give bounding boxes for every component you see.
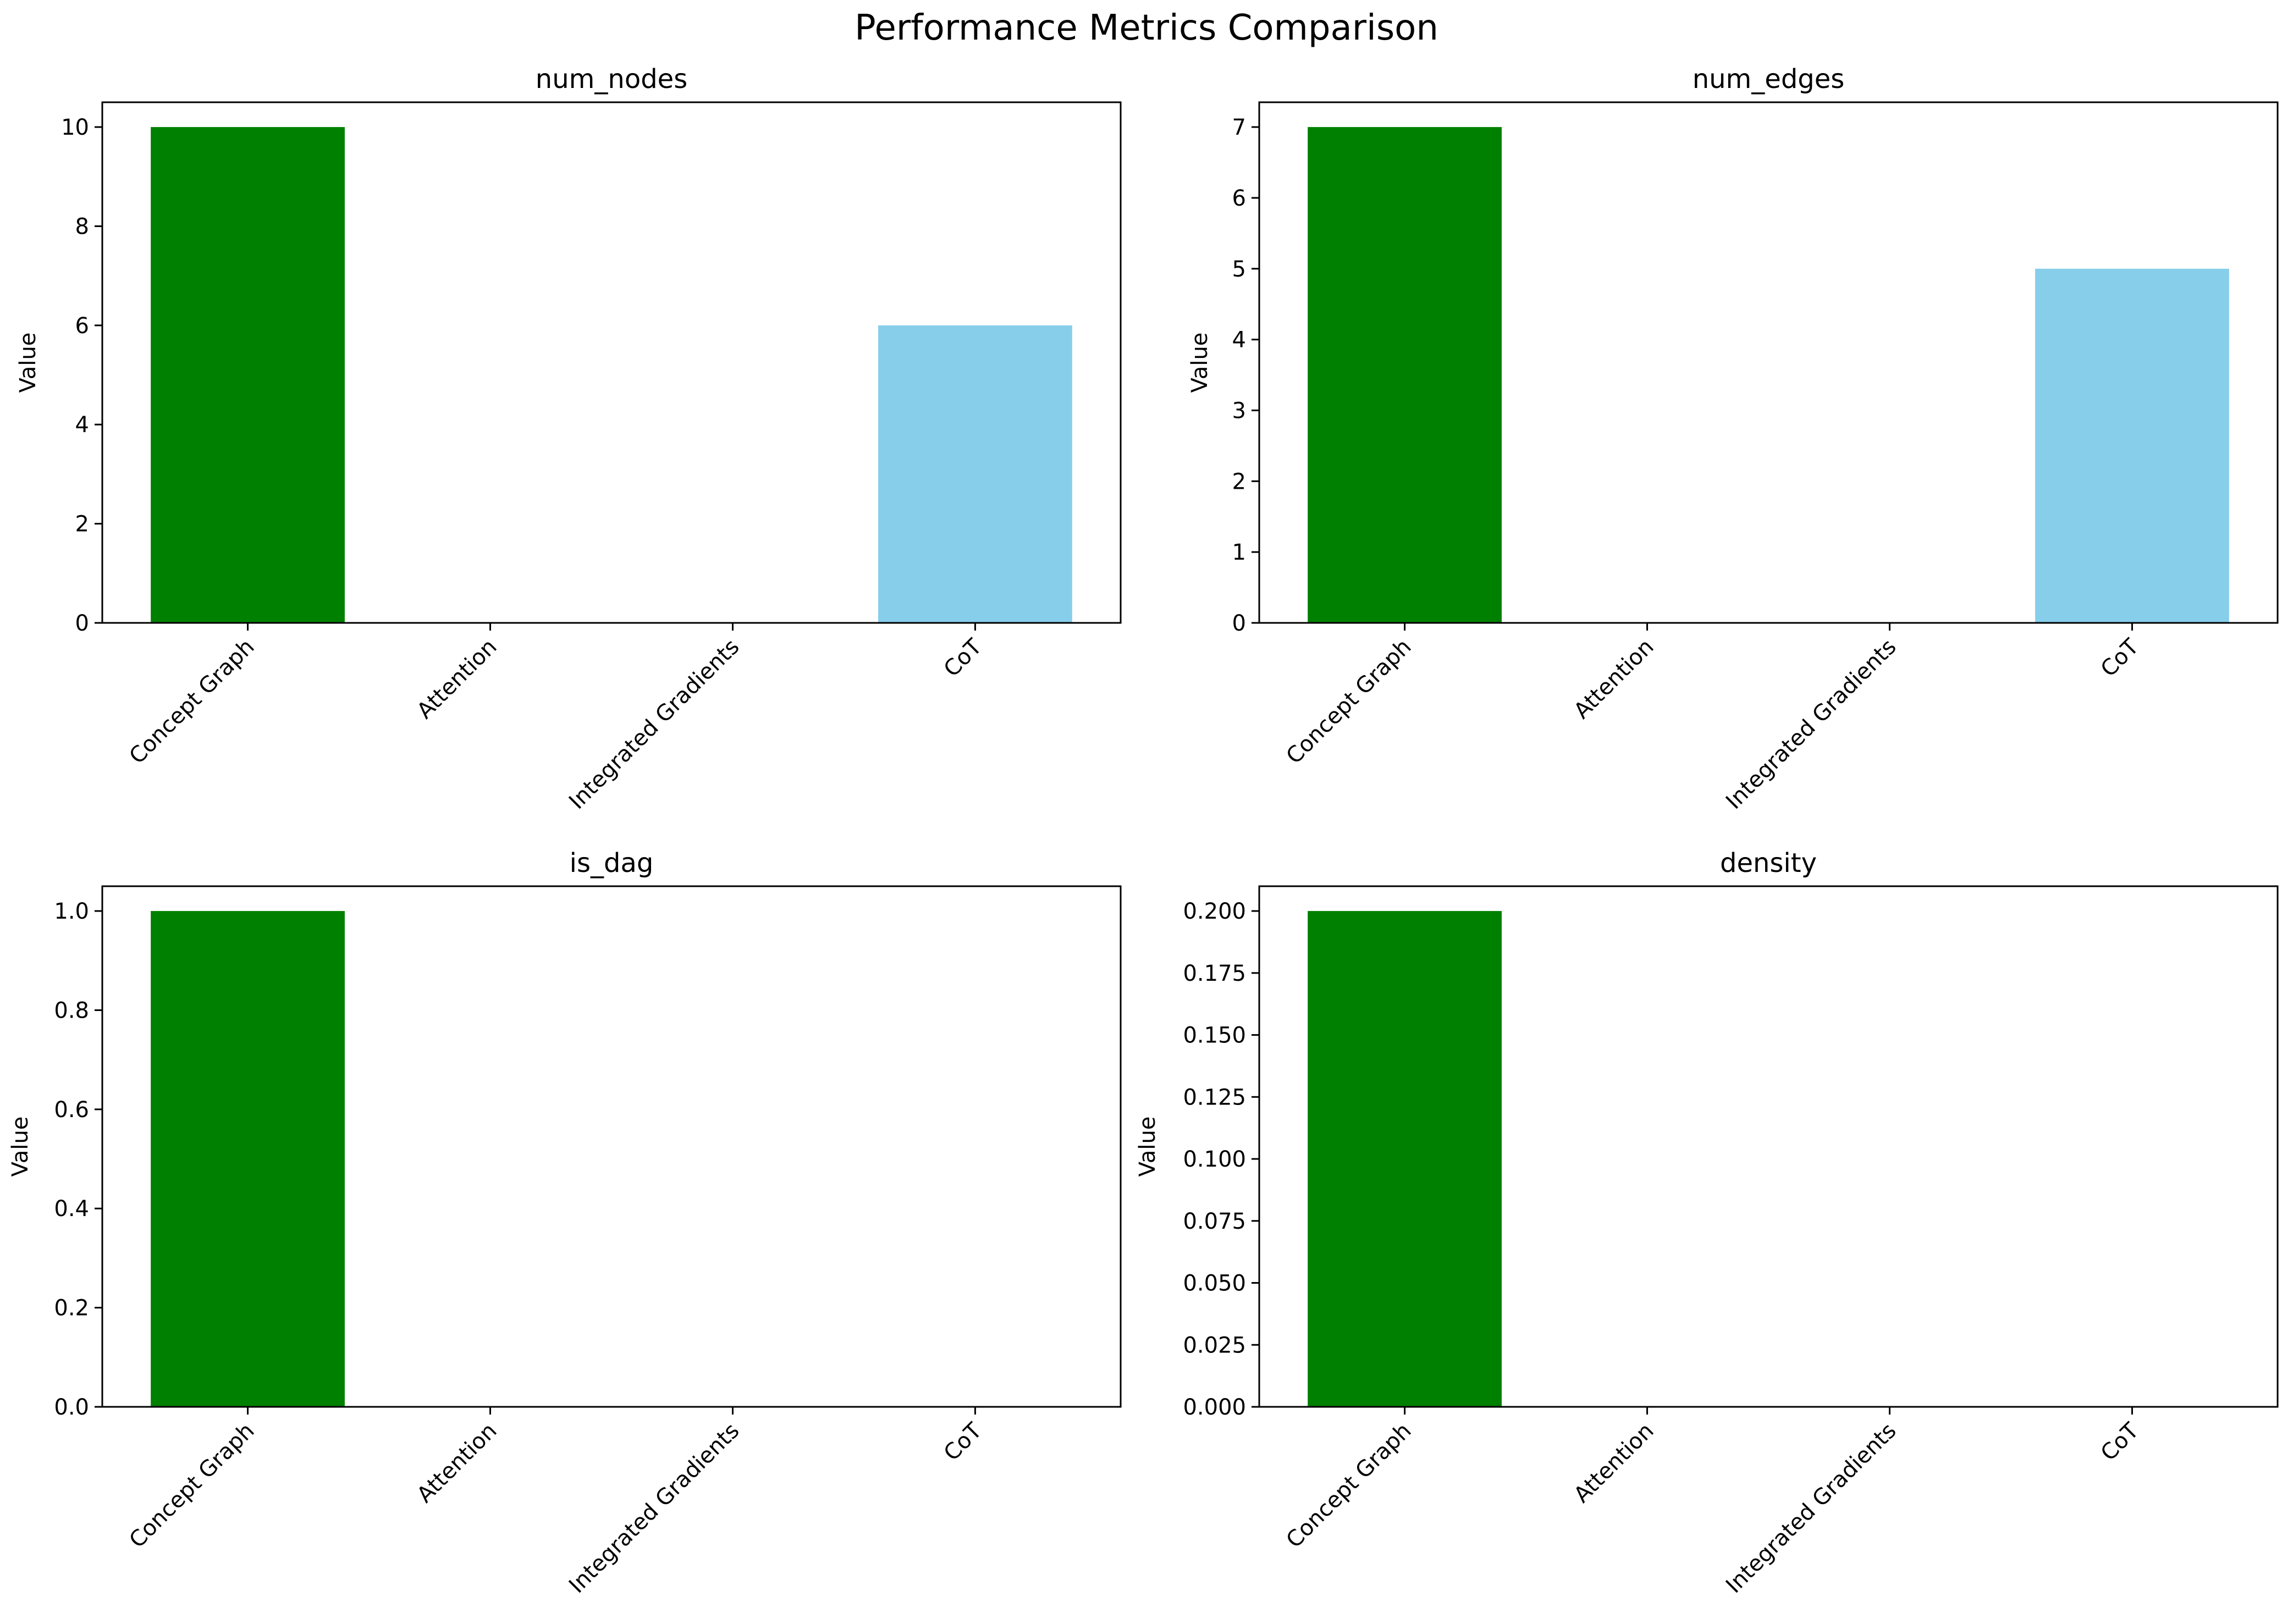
y-tick-label: 0.6: [54, 1097, 89, 1123]
panel-is-dag: 0.0 0.2 0.4 0.6 0.8 1.0 Concept Graph Attention…: [8, 848, 1122, 1598]
x-tick-label: Concept Graph: [1281, 634, 1416, 769]
y-tick-label: 0.125: [1183, 1085, 1246, 1110]
y-tick-label: 0.100: [1183, 1147, 1246, 1172]
y-tick-label: 7: [1232, 115, 1246, 140]
bar-cot: [878, 325, 1072, 623]
axes-frame: [101, 101, 1122, 624]
y-tick-label: 10: [61, 115, 89, 140]
x-tick-label: CoT: [939, 1418, 987, 1466]
y-axis-label: Value: [1187, 333, 1212, 393]
y-tick-label: 2: [75, 512, 89, 537]
panel-num-edges: 0 1 2 3 4 5 6 7 Concept Graph Attention Integrated…: [1187, 64, 2279, 814]
y-tick-label: 0.200: [1183, 899, 1246, 924]
panel-title: is_dag: [570, 848, 654, 879]
panel-density: 0.000 0.025 0.050 0.075 0.100 0.125 0.150 0.175…: [1135, 848, 2279, 1598]
panel-num-nodes: 0 2 4 6 8 10 Concept Graph Attention Integrated …: [15, 64, 1122, 814]
x-tick-label: CoT: [2096, 634, 2144, 682]
axes-frame: [1258, 101, 2279, 624]
y-tick-label: 5: [1232, 257, 1246, 282]
axes-frame: [1258, 885, 2279, 1408]
y-tick-label: 0.075: [1183, 1209, 1246, 1234]
y-tick-label: 0.0: [54, 1395, 89, 1420]
x-tick-label: Integrated Gradients: [1721, 1418, 1901, 1598]
x-tick-label: Concept Graph: [124, 1418, 259, 1553]
y-tick-label: 0.000: [1183, 1395, 1246, 1420]
y-tick-label: 8: [75, 214, 89, 239]
y-tick-label: 0.175: [1183, 961, 1246, 986]
panel-title: density: [1720, 848, 1817, 879]
x-tick-label: Concept Graph: [1281, 1418, 1416, 1553]
x-tick-label: CoT: [2096, 1418, 2144, 1466]
bar-cot: [2035, 268, 2229, 623]
x-tick-label: Integrated Gradients: [564, 634, 744, 814]
panel-title: num_edges: [1693, 64, 1845, 95]
bar-concept-graph: [1308, 911, 1502, 1407]
y-tick-label: 2: [1232, 469, 1246, 494]
y-tick-label: 1: [1232, 540, 1246, 565]
y-tick-label: 3: [1232, 398, 1246, 423]
y-tick-label: 1.0: [54, 899, 89, 924]
x-tick-label: Integrated Gradients: [1721, 634, 1901, 814]
bar-concept-graph: [151, 911, 345, 1407]
y-tick-label: 0.2: [54, 1296, 89, 1321]
panel-title: num_nodes: [536, 64, 687, 95]
y-tick-label: 0.8: [54, 998, 89, 1023]
y-tick-label: 0.150: [1183, 1023, 1246, 1048]
y-tick-label: 0.4: [54, 1196, 89, 1222]
figure-title: Performance Metrics Comparison: [855, 8, 1438, 48]
y-tick-label: 0.050: [1183, 1271, 1246, 1296]
y-tick-label: 4: [75, 412, 89, 438]
y-axis-label: Value: [15, 333, 41, 393]
y-tick-label: 0: [1232, 611, 1246, 636]
x-tick-label: CoT: [939, 634, 987, 682]
y-tick-label: 4: [1232, 328, 1246, 353]
x-tick-label: Attention: [412, 634, 502, 724]
y-axis-label: Value: [1135, 1117, 1160, 1177]
y-tick-label: 6: [75, 313, 89, 339]
x-tick-label: Attention: [1569, 634, 1659, 724]
bar-concept-graph: [1308, 127, 1502, 623]
y-axis-label: Value: [8, 1117, 33, 1177]
y-tick-label: 6: [1232, 186, 1246, 211]
y-tick-label: 0: [75, 611, 89, 636]
x-tick-label: Attention: [412, 1418, 502, 1508]
bar-concept-graph: [151, 127, 345, 623]
x-tick-label: Attention: [1569, 1418, 1659, 1508]
axes-frame: [101, 885, 1122, 1408]
y-tick-label: 0.025: [1183, 1333, 1246, 1358]
x-tick-label: Concept Graph: [124, 634, 259, 769]
x-tick-label: Integrated Gradients: [564, 1418, 744, 1598]
